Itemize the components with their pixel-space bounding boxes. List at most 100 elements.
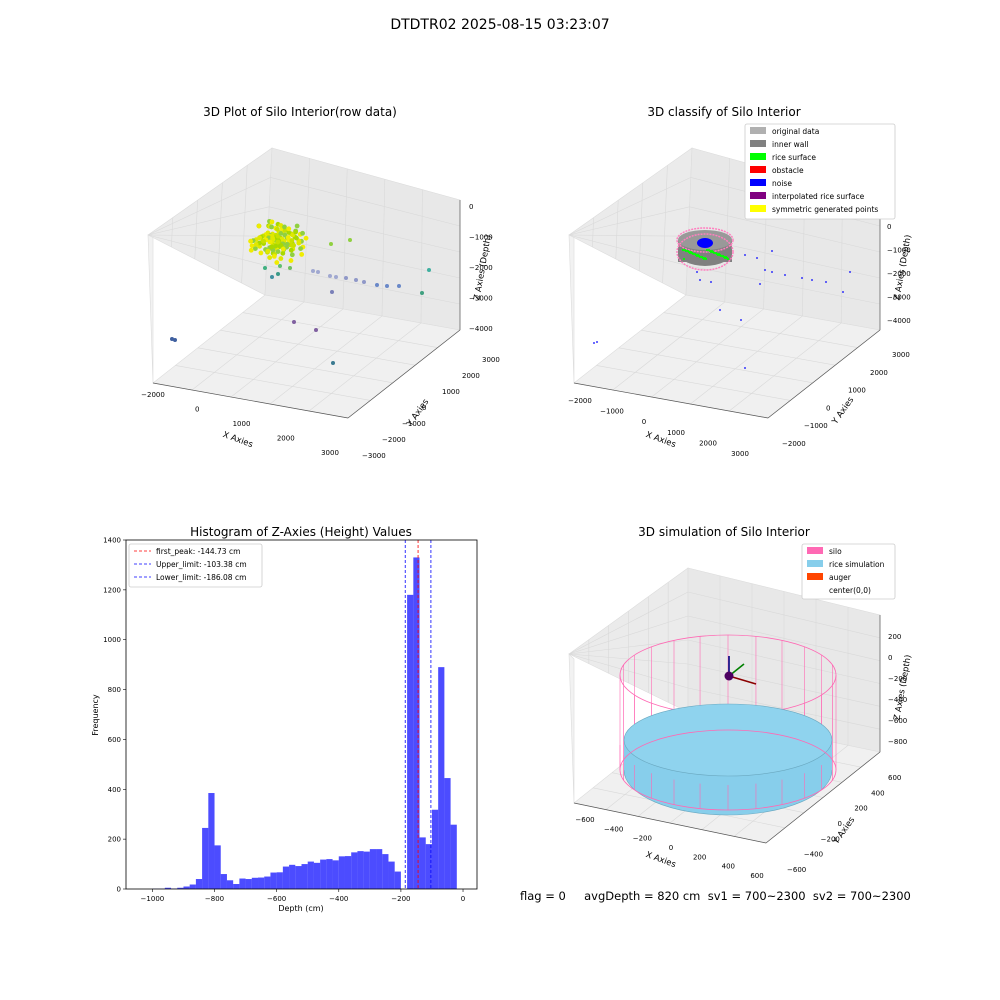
panel2-floor-grid (641, 329, 836, 366)
panel1-point (311, 269, 315, 273)
panel1-point (273, 243, 278, 249)
panel1-floor-grid (175, 365, 371, 401)
panel2-rice-point (682, 257, 686, 261)
panel2-wall-grid (568, 234, 688, 266)
panel2-noise-point (764, 269, 766, 271)
panel1-x-label: X Axies (221, 430, 254, 450)
panel2-floor-grid (729, 322, 842, 412)
panel3-legend-label: first_peak: -144.73 cm (156, 547, 240, 556)
panel2-rice-point (683, 248, 687, 252)
panel1-point (278, 243, 284, 248)
panel3-title: Histogram of Z-Axies (Height) Values (190, 525, 412, 539)
panel4-left-pane (568, 653, 575, 804)
panel1-point (278, 264, 282, 268)
panel2-legend-box (744, 123, 896, 220)
panel3-bar (251, 877, 259, 889)
panel3-bar (164, 887, 172, 889)
panel3-bar (177, 887, 184, 889)
panel1-y-tick: 3000 (482, 356, 500, 364)
panel3-legend-label: Upper_limit: -103.38 cm (156, 560, 247, 569)
panel1-floor-grid (197, 347, 393, 384)
panel1-point (267, 239, 273, 245)
panel1-point (289, 252, 295, 258)
panel2-legend-swatch (750, 179, 766, 186)
panel1-y-tick: 2000 (462, 372, 480, 380)
panel1-point (286, 230, 292, 235)
panel1-point (331, 361, 335, 365)
panel1-x-tick: 3000 (321, 449, 339, 457)
panel2-rice-point (707, 248, 711, 252)
panel1-y-axis-line (347, 329, 461, 419)
panel2-wall-grid (568, 234, 689, 237)
panel1-x-tick: 0 (195, 406, 199, 414)
status-line: flag = 0 avgDepth = 820 cm sv1 = 700~230… (520, 889, 911, 903)
panel2-floor-grid (663, 312, 858, 348)
panel1-point (258, 250, 264, 256)
panel3-bar (394, 871, 401, 889)
panel2-rice-point (693, 252, 697, 256)
panel4-x-axis-line (573, 802, 767, 844)
panel1-point (299, 252, 305, 257)
panel1-z-tick: 0 (469, 203, 473, 211)
panel3-bar (351, 852, 358, 889)
panel1-x-axis-line (152, 382, 349, 419)
panel1-point (288, 266, 292, 270)
panel3-axes-frame (125, 539, 478, 890)
panel2-wall-grid (689, 206, 881, 253)
panel2-left-pane (568, 234, 575, 384)
panel2-legend-label: noise (772, 179, 792, 188)
panel3-bar (239, 878, 246, 889)
panel2-wall-grid (615, 200, 619, 260)
panel3-bar (425, 844, 432, 889)
panel4-z-tick: −200 (888, 675, 907, 683)
panel2-legend-label: obstacle (772, 166, 804, 175)
panel1-point (294, 235, 299, 241)
panel1-point (314, 328, 318, 332)
panel1-point (289, 238, 295, 243)
panel1-point (286, 226, 292, 232)
panel2-title: 3D classify of Silo Interior (647, 105, 800, 119)
panel2-rice-point (689, 250, 693, 254)
panel2-wall-grid (568, 177, 691, 236)
panel1-wall-grid (241, 165, 248, 284)
panel1-wall-grid (269, 206, 461, 253)
panel2-wall-grid (592, 217, 594, 248)
panel4-x-tick: 200 (693, 853, 706, 861)
panel1-point (269, 219, 275, 225)
panel2-legend-swatch (750, 127, 766, 134)
panel3-bar (189, 884, 196, 889)
panel4-y-tick: 400 (871, 789, 884, 797)
panel1-x-tick: 2000 (277, 435, 295, 443)
panel4-x-tick: 400 (722, 863, 735, 871)
panel1-point (275, 249, 281, 255)
panel2-noise-point (696, 271, 698, 273)
panel1-y-tick: −2000 (382, 436, 406, 444)
panel4-legend-box (801, 543, 896, 600)
panel3-bar (338, 856, 345, 889)
panel4-x-tick: 0 (669, 844, 673, 852)
panel1-point (397, 284, 401, 288)
panel1-floor-grid (269, 315, 383, 405)
panel4-y-tick: −600 (787, 866, 806, 874)
panel3-y-tick-label: 1400 (103, 537, 121, 545)
panel1-wall-grid (147, 234, 268, 237)
panel4-y-label: Y Axies (831, 815, 858, 847)
panel1-point (328, 274, 332, 278)
panel3-bar (388, 861, 395, 889)
panel3-bar (282, 866, 290, 889)
panel3-bar (313, 862, 321, 889)
panel1-back-pane (147, 147, 273, 296)
panel1-z-tick: −3000 (469, 295, 493, 303)
panel3-bar (344, 856, 352, 889)
panel1-point (296, 240, 302, 246)
panel2-z-tick: −2000 (887, 270, 911, 278)
panel2-legend-swatch (750, 140, 766, 147)
panel4-z-tick: −800 (888, 738, 907, 746)
panel2-y-label: Y Axies (830, 395, 857, 427)
panel3-bar (363, 851, 370, 889)
panel1-point (253, 242, 259, 247)
panel4-legend-label: auger (829, 573, 852, 582)
panel4-z-tick: −600 (888, 717, 907, 725)
panel4-y-tick: 200 (854, 805, 867, 813)
panel1-point (276, 272, 280, 276)
